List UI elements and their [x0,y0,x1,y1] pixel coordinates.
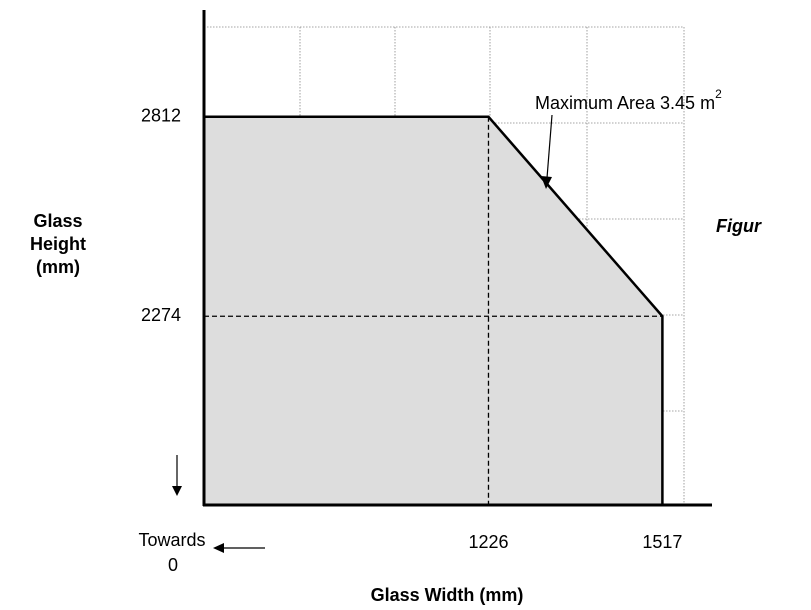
arrow-shaft [546,114,553,179]
area-fill [204,116,663,506]
y-tick-label: 2812 [141,106,181,126]
annotation: Maximum Area 3.45 m2 [535,87,722,113]
x-axis-label: Glass Width (mm) [371,585,524,605]
origin-arrows [172,455,265,553]
annotation-arrow [541,114,553,189]
annotation-text: Maximum Area 3.45 m [535,93,715,113]
arrow-head [213,543,224,553]
arrow-head [172,486,182,496]
y-tick-label: 2274 [141,305,181,325]
plot [204,115,664,506]
origin-note: Towards [138,530,205,550]
y-axis-label: (mm) [36,257,80,277]
annotation-sup: 2 [715,87,722,101]
x-tick-label: 1226 [468,532,508,552]
y-axis-label: Glass [33,211,82,231]
side-note: Figur [716,216,762,236]
y-axis-label: Height [30,234,86,254]
arrow-head [541,176,552,189]
limit-line [204,115,664,505]
origin-note: 0 [168,555,178,575]
x-tick-label: 1517 [642,532,682,552]
